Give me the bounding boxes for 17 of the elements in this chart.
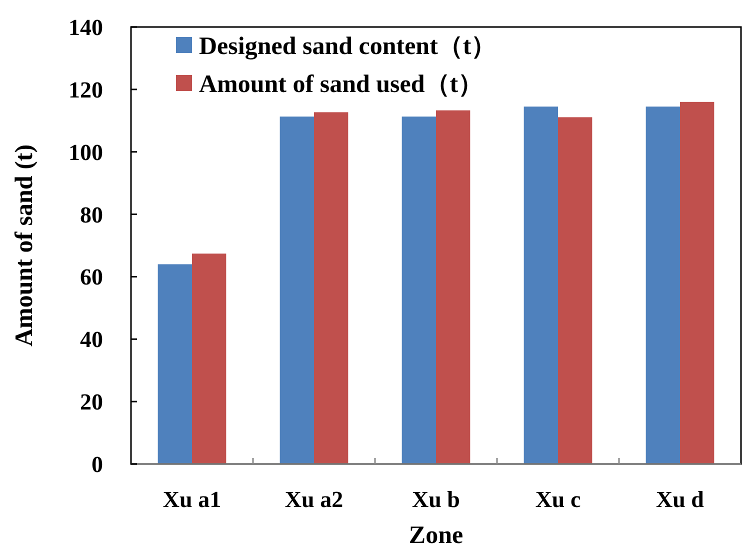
y-tick-label: 0 <box>92 452 103 477</box>
x-tick-label: Xu b <box>412 487 460 512</box>
y-axis-title: Amount of sand (t) <box>11 144 38 347</box>
x-tick-label: Xu c <box>535 487 581 512</box>
y-tick-label: 100 <box>68 140 103 165</box>
x-tick-label: Xu a2 <box>284 487 344 512</box>
x-tick-label: Xu a1 <box>162 487 222 512</box>
legend-label: Designed sand content（t） <box>199 33 496 60</box>
y-tick-label: 140 <box>68 15 103 40</box>
x-axis-title: Zone <box>408 522 464 548</box>
y-tick-label: 80 <box>80 202 103 228</box>
y-tick-label: 20 <box>80 390 103 415</box>
y-tick-label: 60 <box>80 264 103 290</box>
y-tick-label: 40 <box>80 327 103 352</box>
legend-label: Amount of sand used（t） <box>199 71 484 98</box>
y-tick-label: 120 <box>68 77 103 102</box>
x-tick-label: Xu d <box>656 487 704 512</box>
